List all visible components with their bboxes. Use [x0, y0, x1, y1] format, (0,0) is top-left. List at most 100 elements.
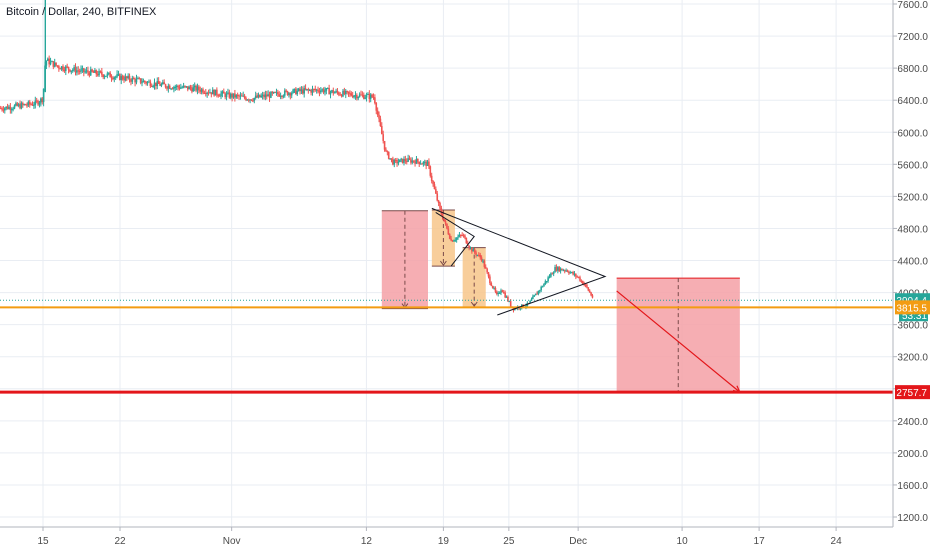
candle-body — [349, 93, 351, 95]
candle-body — [404, 159, 407, 162]
candle-body — [320, 90, 322, 93]
candle-body — [378, 114, 380, 119]
candle-body — [102, 74, 105, 78]
candle-body — [13, 105, 16, 109]
candle-body — [295, 88, 297, 95]
candle-body — [27, 101, 30, 106]
candle-body — [127, 75, 129, 79]
candle-body — [342, 90, 344, 97]
candle-body — [426, 161, 429, 166]
candle-body — [505, 296, 508, 298]
candle-body — [74, 67, 77, 73]
candle-body — [184, 85, 186, 87]
candle-body — [561, 268, 563, 271]
candle-body — [225, 93, 228, 98]
candle-body — [121, 76, 124, 80]
candle-body — [228, 92, 231, 98]
candle-body — [152, 85, 154, 87]
candle-body — [586, 284, 588, 288]
candle-body — [491, 285, 494, 289]
candle-body — [2, 109, 5, 111]
candle-body — [539, 290, 541, 292]
candle-body — [77, 70, 80, 72]
candle-body — [437, 200, 440, 204]
candle-body — [590, 292, 592, 296]
candle-body — [362, 94, 365, 99]
candle-body — [385, 149, 387, 152]
candle-body — [71, 69, 74, 71]
x-tick-label: Dec — [569, 536, 587, 547]
candle-body — [66, 66, 68, 68]
candle-body — [414, 161, 416, 164]
candle-body — [550, 273, 552, 277]
candle-body — [400, 158, 403, 160]
candle-body — [113, 77, 116, 80]
candle-body — [357, 96, 360, 99]
candle-body — [263, 94, 265, 98]
candle-body — [192, 87, 195, 92]
candle-body — [379, 118, 382, 126]
candle-body — [552, 272, 555, 274]
candle-body — [446, 223, 448, 229]
candle-body — [322, 89, 325, 93]
candle-body — [177, 85, 179, 88]
candle-body — [558, 267, 561, 272]
candle-body — [41, 98, 44, 103]
candle-body — [480, 257, 483, 261]
candle-body — [504, 292, 506, 298]
candle-body — [473, 249, 476, 253]
candle-body — [37, 101, 39, 105]
candle-body — [498, 292, 501, 294]
candle-body — [30, 104, 32, 106]
candle-body — [137, 78, 139, 80]
candle-body — [356, 94, 358, 99]
candle-body — [360, 94, 362, 96]
candle-body — [249, 99, 251, 101]
candle-body — [4, 108, 6, 111]
y-tick-label: 2000.0 — [897, 449, 928, 460]
candle-body — [202, 89, 204, 93]
candle-body — [69, 69, 71, 72]
candle-body — [52, 61, 55, 67]
candle-body — [333, 92, 336, 94]
candle-body — [321, 89, 324, 91]
candle-body — [80, 69, 82, 72]
candle-body — [131, 78, 134, 82]
candle-body — [408, 158, 411, 160]
candle-body — [469, 247, 472, 249]
candle-body — [435, 189, 437, 194]
orange-level-label-bg — [895, 300, 930, 315]
candle-body — [410, 159, 412, 163]
candle-body — [555, 267, 558, 271]
candle-body — [157, 80, 160, 84]
candle-body — [107, 72, 110, 74]
candle-body — [351, 95, 354, 98]
candle-body — [572, 272, 574, 275]
candle-body — [106, 73, 109, 76]
candle-body — [222, 91, 225, 94]
candle-body — [254, 95, 257, 98]
candle-body — [464, 235, 466, 238]
candle-body — [217, 94, 220, 96]
candle-body — [171, 88, 174, 90]
candle-body — [6, 106, 9, 109]
candle-body — [496, 291, 498, 294]
candle-body — [95, 70, 98, 75]
candle-body — [279, 95, 282, 97]
candle-body — [22, 103, 24, 105]
candle-body — [134, 79, 136, 83]
candle-body — [12, 108, 14, 110]
candle-body — [130, 80, 132, 82]
candle-body — [168, 85, 171, 89]
candle-body — [587, 287, 590, 291]
candle-body — [15, 103, 17, 106]
candle-body — [146, 81, 149, 84]
candle-body — [541, 286, 544, 288]
candle-body — [48, 58, 50, 65]
candle-body — [260, 95, 263, 98]
candle-body — [418, 161, 421, 165]
candle-body — [387, 152, 390, 159]
